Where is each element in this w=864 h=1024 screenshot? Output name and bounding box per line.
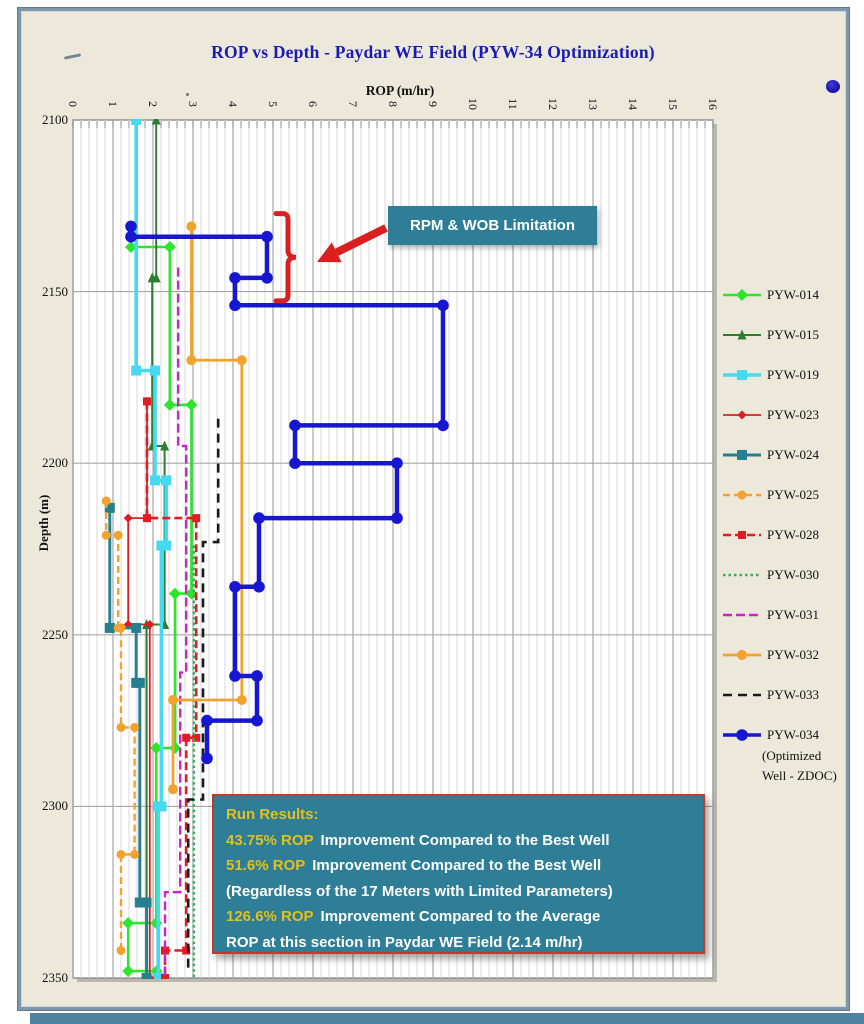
x-tick-7: 7 (346, 101, 360, 107)
x-tick-8: 8 (386, 101, 400, 107)
legend-label: PYW-034 (767, 727, 819, 742)
run-results-line: 43.75% ROP Improvement Compared to the Be… (226, 831, 610, 849)
x-tick-9: 9 (426, 101, 440, 107)
legend-label: PYW-025 (767, 487, 819, 502)
y-axis-label: Depth (m) (36, 494, 51, 552)
legend-label: PYW-024 (767, 447, 819, 462)
legend-label: PYW-019 (767, 367, 819, 382)
y-tick-2100: 2100 (42, 112, 68, 127)
x-tick-11: 11 (506, 98, 520, 110)
series-PYW-032 (168, 221, 247, 795)
x-tick-12: 12 (546, 98, 560, 110)
run-results-line: 51.6% ROP Improvement Compared to the Bes… (226, 857, 602, 874)
legend-item-PYW-023: PYW-023 (722, 407, 837, 422)
x-tick-4: 4 (226, 101, 240, 107)
legend-key-PYW-014 (723, 289, 761, 301)
rpm-wob-limitation-callout: RPM & WOB Limitation (388, 206, 597, 245)
x-tick-16: 16 (706, 98, 720, 110)
x-tick-5: 5 (266, 101, 280, 107)
legend-label: PYW-023 (767, 407, 819, 422)
ink-blot-artifact (826, 80, 840, 93)
series-PYW-019 (131, 119, 172, 979)
series-PYW-031 (163, 267, 188, 978)
legend: PYW-014 PYW-015 PYW-019 PYW-023 PYW-024 PYW-0… (722, 287, 837, 812)
series-PYW-034 (125, 220, 449, 765)
y-tick-2200: 2200 (42, 455, 68, 471)
x-tick-14: 14 (626, 98, 640, 110)
legend-key-PYW-032 (723, 650, 761, 660)
legend-key-PYW-015 (723, 329, 761, 340)
legend-label: PYW-032 (767, 647, 819, 662)
series-PYW-025 (101, 496, 140, 956)
x-tick-13: 13 (586, 98, 600, 110)
legend-item-PYW-024: PYW-024 (722, 447, 837, 462)
run-results-line: 126.6% ROP Improvement Compared to the Av… (226, 908, 601, 925)
run-results-line: ROP at this section in Paydar WE Field (… (226, 933, 583, 951)
series-PYW-033 (186, 418, 220, 972)
run-results-box: Run Results: 43.75% ROP Improvement Compar… (212, 794, 705, 954)
legend-item-PYW-014: PYW-014 (722, 287, 837, 302)
legend-label: PYW-030 (767, 567, 819, 582)
x-axis-label: ROP (m/hr) (365, 83, 435, 98)
limitation-brace-and-arrow (273, 211, 388, 304)
legend-item-PYW-032: PYW-032 (722, 647, 837, 662)
legend-key-PYW-031 (723, 613, 761, 617)
legend-label: PYW-014 (767, 287, 819, 302)
run-results-highlight: 43.75% ROP (226, 831, 314, 849)
bottom-accent-bar (30, 1013, 864, 1024)
legend-item-PYW-028: PYW-028 (722, 527, 837, 542)
legend-key-PYW-033 (723, 693, 761, 697)
legend-item-PYW-034: PYW-034 (Optimized Well - ZDOC) (722, 727, 837, 786)
legend-item-PYW-031: PYW-031 (722, 607, 837, 622)
x-tick-6: 6 (306, 101, 320, 107)
y-tick-2300: 2300 (42, 798, 68, 814)
x-tick-1: 1 (106, 101, 120, 107)
legend-key-PYW-028 (723, 531, 761, 539)
legend-key-PYW-030 (723, 573, 761, 577)
series-PYW-028 (143, 397, 201, 979)
legend-key-PYW-025 (723, 490, 761, 500)
run-results-line: (Regardless of the 17 Meters with Limite… (226, 882, 613, 900)
chart-title: ROP vs Depth - Paydar WE Field (PYW-34 O… (211, 42, 655, 62)
legend-label: PYW-031 (767, 607, 819, 622)
run-results-highlight: 126.6% ROP (226, 908, 314, 925)
run-results-highlight: Run Results: (226, 806, 319, 823)
legend-key-PYW-034 (723, 729, 761, 741)
legend-item-PYW-025: PYW-025 (722, 487, 837, 502)
legend-item-PYW-015: PYW-015 (722, 327, 837, 342)
legend-label: PYW-028 (767, 527, 819, 542)
x-tick-10: 10 (466, 98, 480, 110)
y-tick-2250: 2250 (42, 626, 68, 642)
legend-key-PYW-023 (723, 410, 761, 420)
legend-label: PYW-015 (767, 327, 819, 342)
legend-key-PYW-019 (723, 370, 761, 380)
legend-item-PYW-019: PYW-019 (722, 367, 837, 382)
legend-item-PYW-030: PYW-030 (722, 567, 837, 582)
legend-item-PYW-033: PYW-033 (722, 687, 837, 702)
run-results-highlight: 51.6% ROP (226, 857, 306, 874)
legend-sublabel: (Optimized Well - ZDOC) (762, 748, 837, 783)
legend-label: PYW-033 (767, 687, 819, 702)
y-tick-2150: 2150 (42, 283, 68, 299)
legend-key-PYW-024 (723, 450, 761, 460)
x-tick-2: 2 (146, 101, 160, 107)
x-tick-15: 15 (666, 98, 680, 110)
x-tick-0: 0 (66, 101, 80, 107)
run-results-line: Run Results: (226, 802, 691, 828)
speck-artifact (186, 93, 189, 96)
y-tick-2350: 2350 (42, 970, 68, 985)
